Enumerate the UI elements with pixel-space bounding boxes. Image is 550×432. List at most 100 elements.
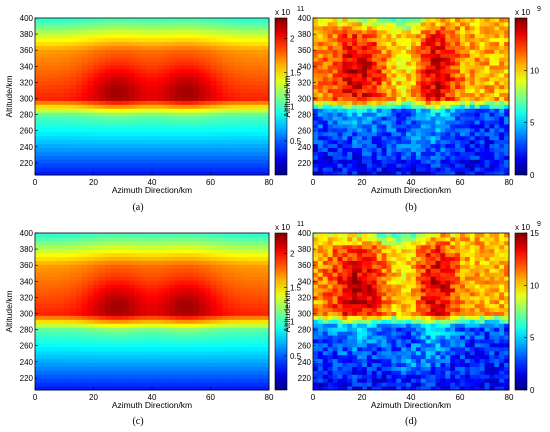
heatmap-cell — [87, 307, 94, 312]
heatmap-cell — [146, 287, 153, 293]
heatmap-cell — [87, 120, 94, 125]
heatmap-cell — [474, 33, 481, 39]
heatmap-cell — [263, 116, 270, 121]
heatmap-cell — [222, 264, 229, 269]
heatmap-cell — [87, 342, 94, 348]
heatmap-cell — [489, 41, 495, 46]
heatmap-cell — [430, 21, 436, 27]
heatmap-cell — [58, 264, 65, 269]
heatmap-cell — [140, 315, 147, 320]
heatmap-cell — [317, 366, 324, 371]
heatmap-cell — [93, 69, 100, 74]
heatmap-cell — [327, 53, 334, 58]
heatmap-cell — [175, 346, 182, 352]
heatmap-cell — [210, 362, 217, 367]
heatmap-cell — [411, 151, 417, 156]
heatmap-cell — [342, 159, 348, 164]
heatmap-cell — [228, 147, 235, 152]
heatmap-cell — [75, 264, 83, 269]
heatmap-cell — [233, 311, 241, 316]
heatmap-cell — [391, 147, 397, 152]
heatmap-cell — [222, 366, 229, 371]
heatmap-cell — [474, 171, 481, 176]
heatmap-cell — [75, 295, 83, 301]
heatmap-cell — [122, 49, 130, 54]
heatmap-cell — [494, 92, 500, 97]
heatmap-cell — [257, 291, 264, 297]
heatmap-cell — [105, 171, 112, 176]
heatmap-cell — [216, 240, 223, 246]
heatmap-cell — [504, 96, 510, 101]
heatmap-cell — [396, 123, 402, 129]
heatmap-cell — [376, 72, 383, 78]
heatmap-cell — [70, 323, 77, 328]
heatmap-cell — [70, 233, 77, 238]
heatmap-cell — [192, 346, 200, 352]
heatmap-cell — [35, 295, 42, 301]
heatmap-cell — [228, 167, 235, 172]
heatmap-cell — [445, 45, 451, 50]
heatmap-cell — [251, 236, 258, 242]
heatmap-cell — [386, 18, 392, 23]
heatmap-cell — [198, 155, 206, 160]
heatmap-cell — [440, 76, 446, 82]
heatmap-cell — [396, 53, 402, 58]
heatmap-cell — [204, 272, 211, 277]
heatmap-cell — [128, 319, 135, 324]
heatmap-cell — [362, 53, 368, 58]
heatmap-cell — [381, 151, 387, 156]
heatmap-cell — [70, 112, 77, 117]
heatmap-cell — [105, 147, 112, 152]
heatmap-cell — [464, 96, 471, 101]
heatmap-cell — [122, 57, 130, 62]
heatmap-cell — [233, 21, 241, 27]
heatmap-cell — [35, 268, 42, 273]
heatmap-cell — [239, 311, 247, 316]
heatmap-cell — [391, 171, 397, 176]
heatmap-cell — [352, 76, 358, 82]
heatmap-cell — [46, 323, 54, 328]
heatmap-cell — [204, 96, 211, 101]
heatmap-cell — [460, 29, 466, 35]
heatmap-cell — [116, 72, 124, 78]
heatmap-cell — [337, 80, 343, 86]
heatmap-cell — [239, 272, 247, 277]
heatmap-cell — [105, 370, 112, 375]
heatmap-cell — [347, 139, 353, 145]
heatmap-cell — [116, 244, 124, 250]
heatmap-cell — [445, 76, 451, 82]
heatmap-cell — [105, 240, 112, 246]
heatmap-cell — [52, 240, 59, 246]
heatmap-cell — [134, 386, 141, 391]
heatmap-cell — [175, 116, 182, 121]
heatmap-cell — [134, 112, 141, 117]
heatmap-cell — [163, 233, 171, 238]
heatmap-cell — [192, 327, 200, 332]
heatmap-cell — [327, 21, 334, 27]
heatmap-cell — [251, 37, 258, 43]
heatmap-cell — [99, 116, 106, 121]
heatmap-cell — [111, 291, 118, 297]
heatmap-cell — [460, 61, 466, 66]
heatmap-cell — [181, 346, 188, 352]
heatmap-cell — [111, 236, 118, 242]
heatmap-cell — [146, 350, 153, 356]
heatmap-cell — [313, 45, 319, 50]
heatmap-cell — [228, 139, 235, 145]
heatmap-cell — [163, 139, 171, 145]
heatmap-cell — [216, 163, 223, 168]
heatmap-cell — [187, 49, 194, 54]
heatmap-cell — [440, 167, 446, 172]
heatmap-cell — [128, 53, 135, 58]
heatmap-cell — [430, 155, 436, 160]
heatmap-cell — [146, 370, 153, 375]
heatmap-cell — [420, 80, 427, 86]
heatmap-cell — [440, 112, 446, 117]
heatmap-cell — [494, 155, 500, 160]
heatmap-cell — [391, 21, 397, 27]
heatmap-cell — [122, 307, 130, 312]
heatmap-cell — [337, 120, 343, 125]
heatmap-cell — [181, 72, 188, 78]
heatmap-cell — [75, 244, 83, 250]
heatmap-cell — [464, 18, 471, 23]
